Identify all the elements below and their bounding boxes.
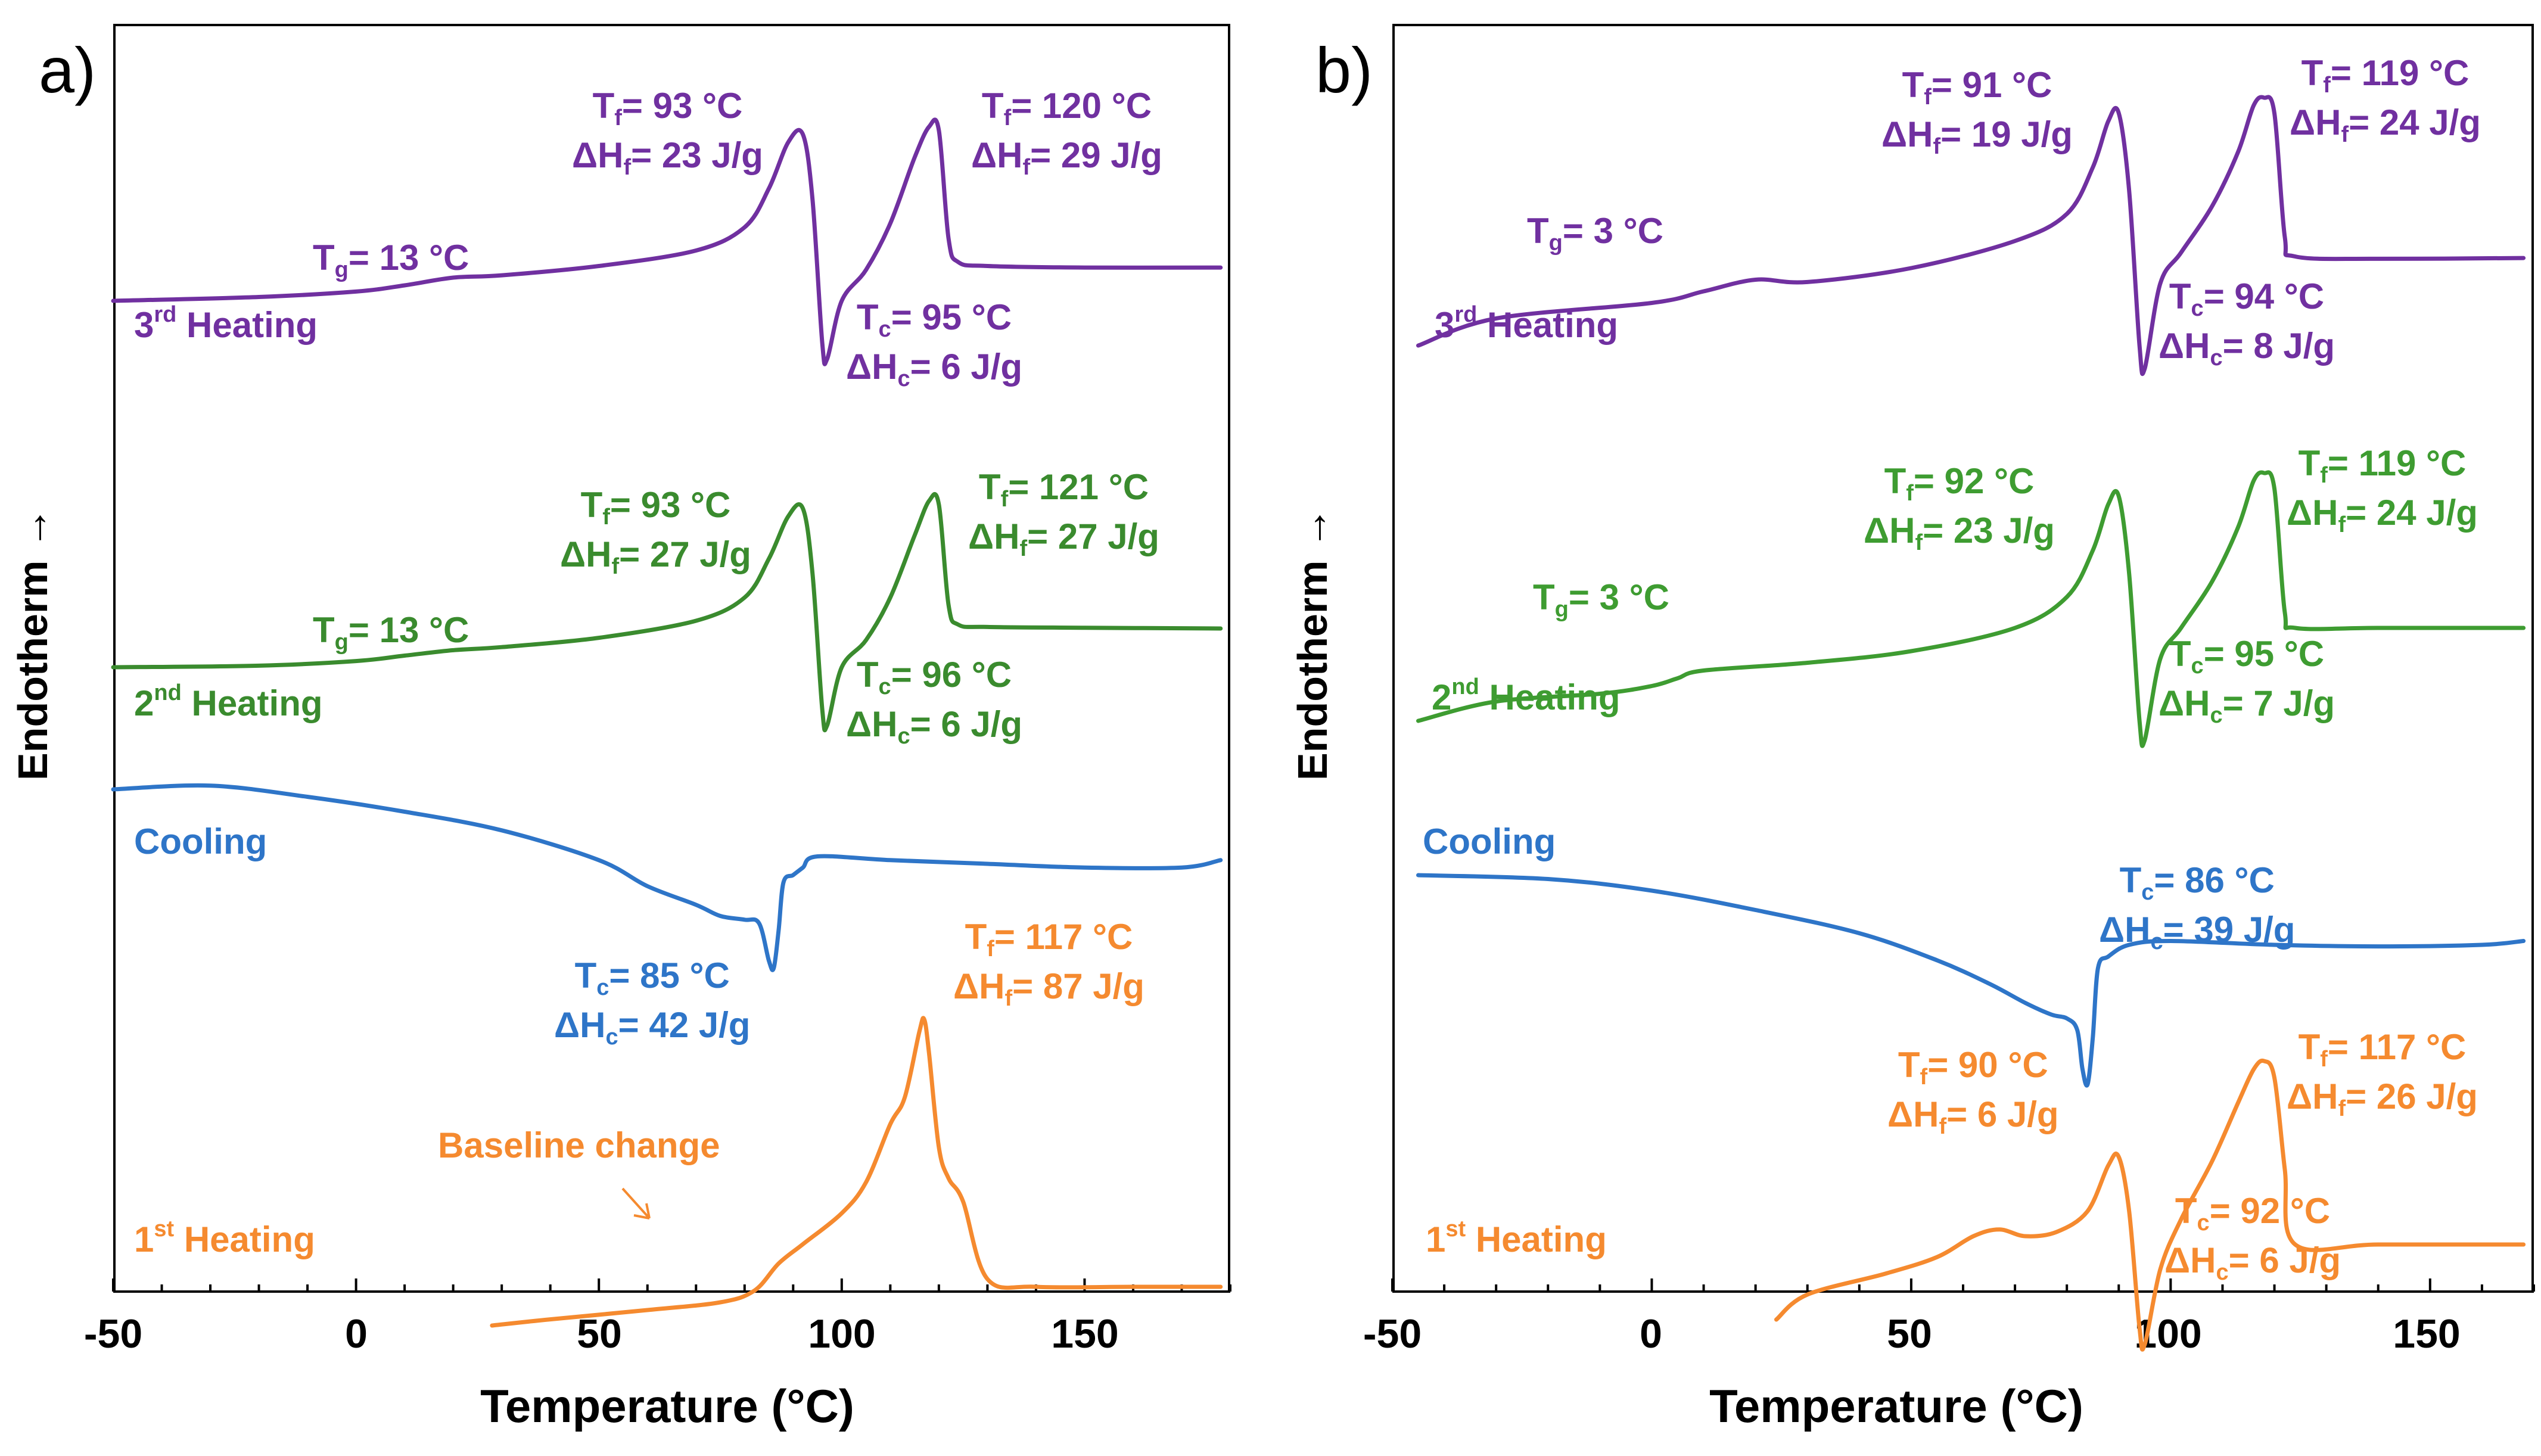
melting-peak-2-annotation: Tf= 120 °C ΔHf= 29 J/g (971, 86, 1162, 180)
series-line-cooling (1416, 873, 2526, 1088)
series-label-3rd-heating: 3rd Heating (1435, 302, 1619, 345)
series-line-2nd-heating (111, 492, 1223, 733)
panel-a: a) Endotherm → Temperature (°C) -50 0 50… (10, 24, 1231, 1432)
melting-peak-2-annotation: Tf= 121 °C ΔHf= 27 J/g (968, 467, 1159, 561)
series-label-cooling: Cooling (134, 822, 268, 861)
x-tick-label: 150 (1051, 1311, 1119, 1357)
series-label-2nd-heating: 2nd Heating (134, 680, 323, 723)
melting-peak-2-annotation: Tf= 117 °C ΔHf= 26 J/g (2287, 1027, 2478, 1121)
cold-crystallization-annotation: Tc= 94 °C ΔHc= 8 J/g (2159, 276, 2335, 371)
series-label-2nd-heating: 2nd Heating (1432, 674, 1621, 717)
melting-peak-annotation: Tf= 117 °C ΔHf= 87 J/g (953, 917, 1144, 1011)
x-tick-label: -50 (83, 1311, 143, 1357)
series-label-1st-heating: 1st Heating (1426, 1217, 1607, 1259)
panel-letter-b: b) (1315, 34, 1373, 106)
baseline-change-arrow (621, 1187, 651, 1219)
cold-crystallization-annotation: Tc= 95 °C ΔHc= 6 J/g (846, 297, 1023, 391)
melting-peak-1-annotation: Tf= 92 °C ΔHf= 23 J/g (1864, 461, 2055, 555)
x-tick-label: 50 (1887, 1311, 1932, 1357)
tg-annotation: Tg= 13 °C (313, 610, 469, 655)
tg-annotation: Tg= 13 °C (313, 238, 469, 282)
series-label-1st-heating: 1st Heating (134, 1217, 315, 1259)
x-tick-label: 0 (345, 1311, 368, 1357)
plot-area-a (113, 24, 1230, 1293)
x-tick-label: 150 (2393, 1311, 2461, 1357)
series-label-cooling: Cooling (1423, 822, 1556, 861)
series-line-cooling (111, 783, 1223, 972)
series-line-1st-heating (490, 1016, 1223, 1328)
cold-crystallization-annotation: Tc= 92 °C ΔHc= 6 J/g (2164, 1191, 2341, 1285)
x-axis-label-b: Temperature (°C) (1709, 1380, 2083, 1432)
melting-peak-2-annotation: Tf= 119 °C ΔHf= 24 J/g (2290, 53, 2481, 147)
tg-annotation: Tg= 3 °C (1533, 577, 1669, 622)
melting-peak-1-annotation: Tf= 93 °C ΔHf= 23 J/g (572, 86, 763, 180)
tg-annotation: Tg= 3 °C (1527, 211, 1663, 256)
series-line-3rd-heating (1416, 95, 2526, 377)
crystallization-annotation: Tc= 85 °C ΔHc= 42 J/g (554, 956, 751, 1050)
panel-b: b) Endotherm → Temperature (°C) -50 0 50… (1271, 0, 2541, 1456)
curves-b (1391, 95, 2535, 1352)
x-tick-label: 100 (808, 1311, 876, 1357)
melting-peak-1-annotation: Tf= 90 °C ΔHf= 6 J/g (1887, 1045, 2059, 1139)
curves-a (111, 117, 1231, 1328)
series-line-3rd-heating (111, 117, 1223, 366)
x-tick-label: -50 (1363, 1311, 1422, 1357)
cold-crystallization-annotation: Tc= 95 °C ΔHc= 7 J/g (2159, 634, 2335, 728)
x-tick-label: 50 (577, 1311, 622, 1357)
series-label-3rd-heating: 3rd Heating (134, 302, 318, 345)
baseline-change-note: Baseline change (438, 1125, 720, 1165)
melting-peak-2-annotation: Tf= 119 °C ΔHf= 24 J/g (2287, 443, 2478, 537)
melting-peak-1-annotation: Tf= 93 °C ΔHf= 27 J/g (560, 485, 751, 579)
series-line-2nd-heating (1416, 470, 2526, 748)
cold-crystallization-annotation: Tc= 96 °C ΔHc= 6 J/g (846, 655, 1023, 749)
x-tick-label: 0 (1640, 1311, 1662, 1357)
panel-letter-a: a) (39, 34, 97, 106)
series-line-1st-heating (1774, 1058, 2526, 1352)
crystallization-annotation: Tc= 86 °C ΔHc= 39 J/g (2099, 860, 2296, 954)
x-axis-label-a: Temperature (°C) (480, 1380, 854, 1432)
melting-peak-1-annotation: Tf= 91 °C ΔHf= 19 J/g (1881, 65, 2073, 159)
